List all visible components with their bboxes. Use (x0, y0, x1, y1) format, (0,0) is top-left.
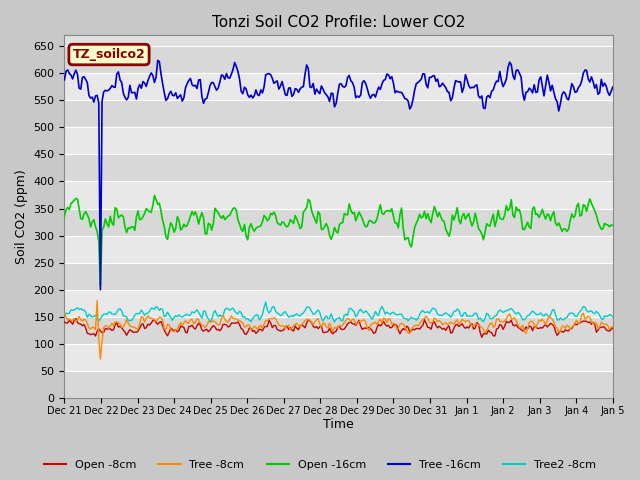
X-axis label: Time: Time (323, 419, 354, 432)
Bar (65, 181, 612, 208)
Bar (65, 236, 612, 263)
Bar (65, 290, 612, 317)
Bar (65, 371, 612, 398)
Legend: Open -8cm, Tree -8cm, Open -16cm, Tree -16cm, Tree2 -8cm: Open -8cm, Tree -8cm, Open -16cm, Tree -… (39, 456, 601, 474)
Bar (65, 263, 612, 290)
Bar (65, 155, 612, 181)
Text: TZ_soilco2: TZ_soilco2 (72, 48, 145, 61)
Title: Tonzi Soil CO2 Profile: Lower CO2: Tonzi Soil CO2 Profile: Lower CO2 (212, 15, 465, 30)
Bar (65, 100, 612, 127)
Bar (65, 317, 612, 344)
Bar (65, 344, 612, 371)
Bar (65, 208, 612, 236)
Bar (65, 73, 612, 100)
Bar (65, 46, 612, 73)
Y-axis label: Soil CO2 (ppm): Soil CO2 (ppm) (15, 169, 28, 264)
Bar (65, 127, 612, 155)
